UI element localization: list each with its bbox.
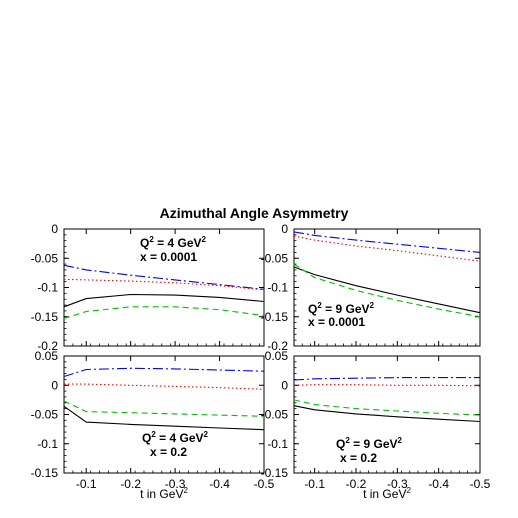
y-tick-label: 0 xyxy=(281,222,288,236)
series-line-0 xyxy=(63,367,265,378)
y-tick-label: -0.2 xyxy=(37,339,58,353)
x-axis-label: t in GeV2 xyxy=(363,486,411,501)
series-line-3 xyxy=(293,263,481,318)
y-tick-label: -0.15 xyxy=(31,310,59,324)
annotation-q2: Q2 = 4 GeV2 xyxy=(142,430,209,445)
series-line-1 xyxy=(293,235,481,262)
series-line-3 xyxy=(63,306,265,320)
y-tick-label: -0.2 xyxy=(267,339,288,353)
y-tick-label: -0.05 xyxy=(261,251,289,265)
y-tick-label: -0.1 xyxy=(267,281,288,295)
x-tick-label: -0.3 xyxy=(165,477,186,491)
x-tick-label: -0.1 xyxy=(76,477,97,491)
series-line-0 xyxy=(63,264,265,290)
x-tick-label: -0.5 xyxy=(470,477,491,491)
chart-title: Azimuthal Angle Asymmetry xyxy=(160,205,349,221)
series-line-1 xyxy=(63,278,265,291)
y-tick-label: -0.05 xyxy=(261,408,289,422)
series-line-2 xyxy=(293,405,481,423)
x-axis-label: t in GeV2 xyxy=(140,486,188,501)
annotation-x: x = 0.2 xyxy=(150,445,187,459)
y-tick-label: -0.15 xyxy=(261,310,289,324)
x-tick-label: -0.4 xyxy=(209,477,230,491)
y-tick-label: -0.1 xyxy=(37,281,58,295)
y-tick-label: 0.05 xyxy=(35,349,59,363)
series-line-0 xyxy=(293,377,480,381)
y-tick-label: -0.05 xyxy=(31,408,59,422)
y-tick-label: -0.15 xyxy=(31,466,59,480)
y-tick-label: 0 xyxy=(51,378,58,392)
series-line-1 xyxy=(64,383,265,390)
annotation-x: x = 0.2 xyxy=(340,451,377,465)
y-tick-label: -0.1 xyxy=(267,437,288,451)
y-tick-label: -0.1 xyxy=(37,437,58,451)
annotation-q2: Q2 = 9 GeV2 xyxy=(308,301,375,316)
annotation-q2: Q2 = 9 GeV2 xyxy=(336,436,403,451)
x-tick-label: -0.2 xyxy=(346,477,367,491)
x-tick-label: -0.4 xyxy=(428,477,449,491)
x-tick-label: -0.5 xyxy=(254,477,275,491)
x-tick-label: -0.2 xyxy=(120,477,141,491)
series-line-2 xyxy=(293,266,481,314)
series-line-3 xyxy=(63,400,265,417)
series-line-1 xyxy=(293,384,481,387)
annotation-x: x = 0.0001 xyxy=(308,315,365,329)
x-tick-label: -0.1 xyxy=(304,477,325,491)
y-tick-label: -0.15 xyxy=(261,466,289,480)
panel-bottom-right: 0.05 0 -0.05 -0.1 -0.15 -0.1 -0.2 -0.3 -0.4 -0.5 Q… xyxy=(261,349,491,491)
y-tick-label: 0 xyxy=(51,222,58,236)
panel-bottom-left: 0.05 0 -0.05 -0.1 -0.15 -0.1 -0.2 -0.3 -0.4 -0.5 Q… xyxy=(31,349,275,491)
series-line-0 xyxy=(293,231,481,253)
series-line-2 xyxy=(63,405,265,431)
annotation-x: x = 0.0001 xyxy=(140,250,197,264)
y-tick-label: 0 xyxy=(281,378,288,392)
series-line-2 xyxy=(63,293,265,308)
annotation-q2: Q2 = 4 GeV2 xyxy=(140,235,207,250)
panel-frame xyxy=(293,355,481,474)
series-line-3 xyxy=(293,399,481,416)
x-tick-label: -0.3 xyxy=(387,477,408,491)
y-tick-label: -0.05 xyxy=(31,251,59,265)
y-tick-label: 0.05 xyxy=(265,349,289,363)
